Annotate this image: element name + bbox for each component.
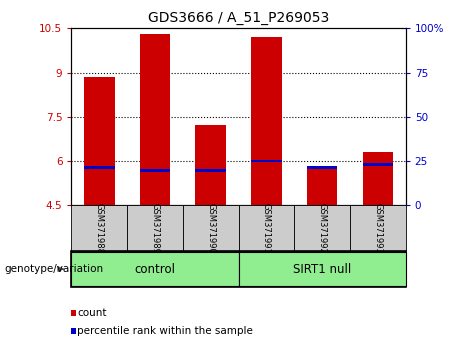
FancyBboxPatch shape (183, 205, 238, 251)
Bar (140, 170, 170, 172)
Bar (140, 34, 170, 205)
Bar (251, 160, 282, 162)
Bar (362, 163, 393, 166)
FancyBboxPatch shape (71, 252, 238, 286)
Bar (84, 77, 115, 205)
Bar (307, 166, 337, 169)
FancyBboxPatch shape (238, 252, 406, 286)
Text: GSM371993: GSM371993 (373, 203, 382, 254)
Text: genotype/variation: genotype/variation (5, 264, 104, 274)
Bar (362, 152, 393, 205)
Text: GDS3666 / A_51_P269053: GDS3666 / A_51_P269053 (148, 11, 329, 25)
Text: GSM371988: GSM371988 (95, 203, 104, 254)
FancyBboxPatch shape (71, 205, 127, 251)
Text: SIRT1 null: SIRT1 null (293, 263, 351, 275)
Text: GSM371989: GSM371989 (150, 203, 160, 254)
Bar (84, 166, 115, 169)
FancyBboxPatch shape (294, 205, 350, 251)
Bar (195, 125, 226, 205)
Text: percentile rank within the sample: percentile rank within the sample (77, 326, 253, 336)
FancyBboxPatch shape (238, 205, 294, 251)
Bar (307, 166, 337, 205)
Bar (251, 36, 282, 205)
Text: GSM371991: GSM371991 (262, 203, 271, 254)
Text: count: count (77, 308, 107, 318)
Text: control: control (135, 263, 176, 275)
Text: GSM371992: GSM371992 (318, 203, 327, 254)
Text: GSM371990: GSM371990 (206, 203, 215, 254)
Bar (195, 170, 226, 172)
FancyBboxPatch shape (350, 205, 406, 251)
FancyBboxPatch shape (127, 205, 183, 251)
